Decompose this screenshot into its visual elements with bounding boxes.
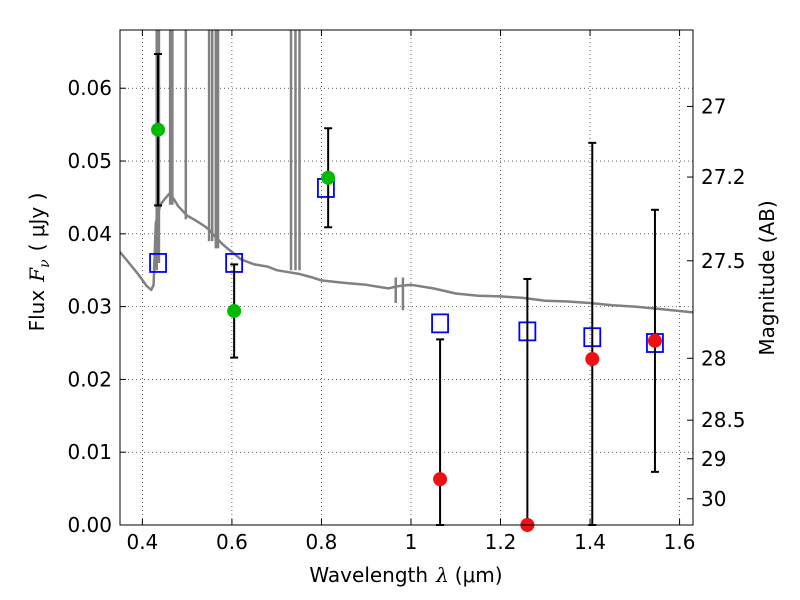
y2-tick-label: 28.5 bbox=[701, 408, 746, 432]
non-detection-point bbox=[433, 472, 448, 487]
y-axis-label-text: Flux bbox=[25, 290, 49, 332]
non-detection-point bbox=[647, 333, 662, 348]
x-tick-label: 1 bbox=[405, 530, 418, 554]
plot-frame bbox=[119, 29, 694, 526]
x-axis-label-text: Wavelength bbox=[309, 563, 428, 587]
marker-layer bbox=[149, 53, 664, 532]
y-tick-label: 0.06 bbox=[67, 76, 112, 100]
non-detection-point bbox=[585, 352, 600, 367]
y-axis-label-symbol: F bbox=[25, 267, 49, 283]
x-tick-label: 1.4 bbox=[574, 530, 606, 554]
y-axis-label-subscript: ν bbox=[37, 259, 53, 268]
x-tick-label: 1.6 bbox=[664, 530, 696, 554]
y-axis-label: Flux Fν ( μJy ) bbox=[25, 193, 53, 332]
x-axis-label-symbol: λ bbox=[435, 563, 449, 587]
y-tick-label: 0.00 bbox=[67, 513, 112, 537]
y2-tick-label: 27 bbox=[701, 94, 726, 118]
grid bbox=[120, 30, 693, 526]
y-axis-label-unit: ( μJy ) bbox=[25, 193, 49, 252]
y2-axis-label: Magnitude (AB) bbox=[755, 200, 779, 355]
ticks: 0.4 0.6 0.8 1 1.2 1.4 1.6 0.00 0.01 0.02 0.03 0.04 0… bbox=[67, 30, 746, 554]
y2-tick-label: 27.5 bbox=[701, 249, 746, 273]
y-tick-label: 0.02 bbox=[67, 367, 112, 391]
plot-area bbox=[120, 30, 693, 525]
detection-point bbox=[151, 122, 166, 137]
model-band-square bbox=[431, 313, 449, 334]
detection-point bbox=[321, 170, 336, 185]
x-axis-label-unit: (μm) bbox=[455, 563, 503, 587]
x-axis-label: Wavelength λ (μm) bbox=[309, 563, 502, 587]
y2-tick-label: 28 bbox=[701, 346, 726, 370]
sed-line bbox=[120, 192, 693, 314]
x-tick-label: 1.2 bbox=[485, 530, 517, 554]
y-tick-label: 0.01 bbox=[67, 440, 112, 464]
y-tick-label: 0.05 bbox=[67, 149, 112, 173]
y2-tick-label: 27.2 bbox=[701, 165, 746, 189]
x-tick-label: 0.6 bbox=[216, 530, 248, 554]
model-band-square bbox=[149, 253, 167, 273]
x-tick-label: 0.4 bbox=[126, 530, 158, 554]
y-tick-label: 0.04 bbox=[67, 222, 112, 246]
detection-point bbox=[227, 303, 242, 318]
y2-tick-label: 30 bbox=[701, 487, 726, 511]
y2-tick-label: 29 bbox=[701, 447, 726, 471]
y-tick-label: 0.03 bbox=[67, 295, 112, 319]
x-tick-label: 0.8 bbox=[306, 530, 338, 554]
